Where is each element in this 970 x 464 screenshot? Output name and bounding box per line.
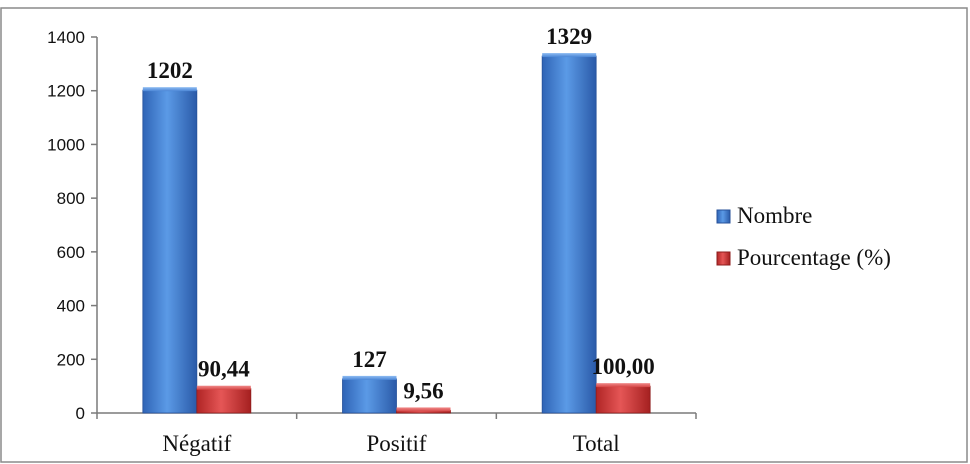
legend-item: Nombre <box>716 203 812 228</box>
bar-top <box>596 383 651 388</box>
x-category-label: Total <box>573 431 620 456</box>
y-tick-label: 400 <box>57 297 85 316</box>
data-label: 9,56 <box>403 378 443 403</box>
data-label: 1202 <box>147 58 193 83</box>
bar-body <box>142 89 198 414</box>
legend-item: Pourcentage (%) <box>716 245 891 270</box>
bar-body <box>342 378 397 414</box>
x-category-label: Négatif <box>162 431 231 456</box>
x-category-label: Positif <box>366 431 426 456</box>
bar-nombre <box>142 87 198 414</box>
legend-swatch <box>716 209 731 224</box>
bar-nombre <box>342 375 397 414</box>
legend-swatch <box>716 251 731 266</box>
data-label: 90,44 <box>198 357 250 382</box>
bar-body <box>595 385 651 414</box>
data-label: 127 <box>352 347 387 372</box>
y-tick-label: 1200 <box>47 82 85 101</box>
bar-pourcentage <box>196 385 252 414</box>
y-tick-label: 200 <box>57 350 85 369</box>
bar-pourcentage <box>396 407 451 414</box>
legend-label: Nombre <box>737 203 812 228</box>
bar-body <box>196 388 252 414</box>
y-tick-label: 800 <box>57 189 85 208</box>
bar-top <box>196 385 251 390</box>
data-label: 1329 <box>546 24 592 49</box>
y-tick-label: 1000 <box>47 135 85 154</box>
data-label: 100,00 <box>592 354 655 379</box>
legend: Nombre Pourcentage (%) <box>716 203 891 270</box>
bar-top <box>396 407 451 412</box>
legend-label: Pourcentage (%) <box>737 245 891 270</box>
y-tick-label: 0 <box>76 404 85 423</box>
y-tick-label: 600 <box>57 243 85 262</box>
bar-pourcentage <box>595 383 651 414</box>
bar-top <box>342 375 397 380</box>
bar-body <box>541 55 597 414</box>
bar-nombre <box>541 53 597 414</box>
bars <box>142 53 651 414</box>
bar-top <box>142 87 197 92</box>
data-labels: 1202 90,44 127 9,56 1329 100,00 <box>147 24 655 403</box>
y-tick-label: 1400 <box>47 28 85 47</box>
bar-top <box>542 53 597 58</box>
